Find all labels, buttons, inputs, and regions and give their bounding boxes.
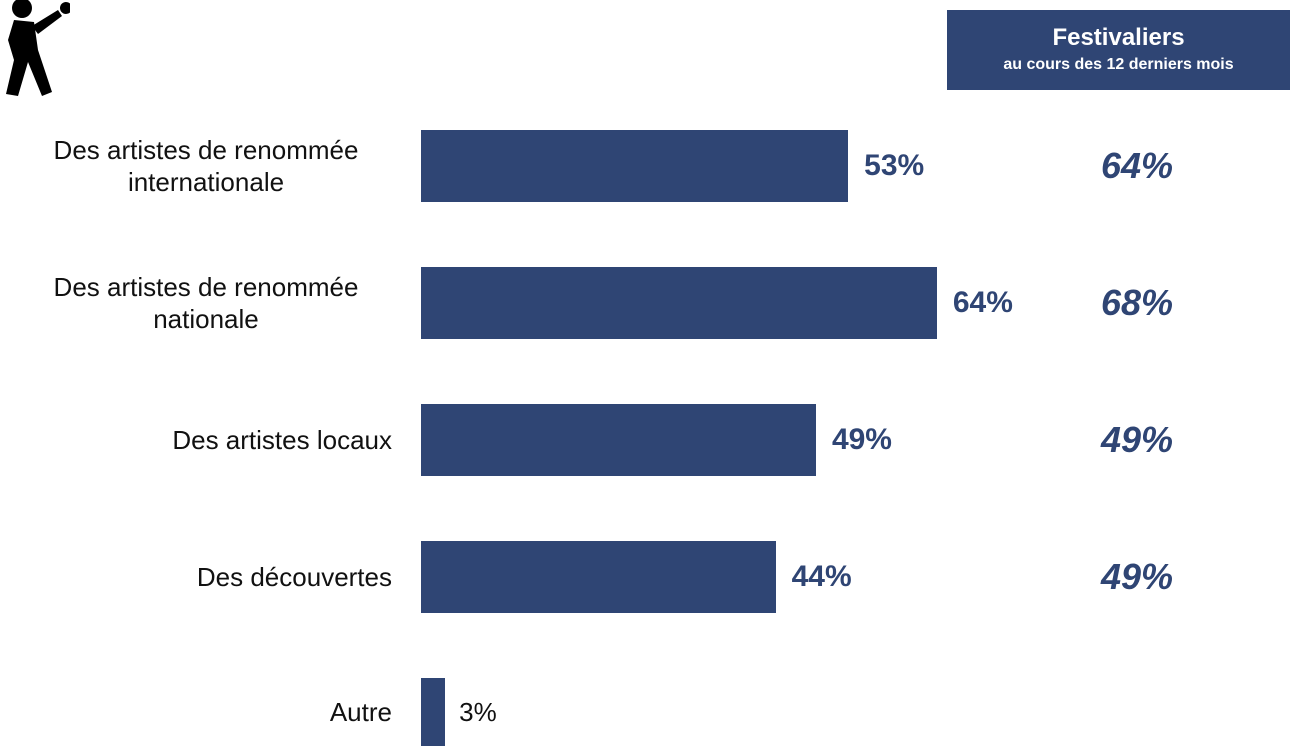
bar [421, 130, 849, 202]
bar [421, 267, 937, 339]
column-value: 68% [1100, 282, 1173, 323]
category-label: Des artistes de renommée internationale [12, 130, 392, 202]
bar [421, 404, 816, 476]
column-value: 49% [1100, 419, 1173, 460]
column-header: Festivaliers au cours des 12 derniers mo… [947, 10, 1290, 90]
category-label: Des artistes locaux [12, 404, 392, 476]
value-label: 44% [791, 560, 852, 593]
column-value: 64% [1100, 145, 1173, 186]
category-text: Des artistes de renommée nationale [53, 272, 359, 334]
category-text: Des découvertes [196, 562, 392, 592]
category-label: Des découvertes [12, 541, 392, 613]
column-value: 49% [1100, 556, 1173, 597]
value-label: 64% [952, 286, 1013, 319]
value-label: 53% [864, 149, 925, 182]
column-title: Festivaliers [1052, 24, 1185, 51]
bar [421, 678, 446, 746]
category-text: Des artistes locaux [172, 425, 392, 455]
category-label: Autre [12, 678, 392, 746]
category-text: Des artistes de renommée internationale [53, 135, 359, 197]
singer-icon [6, 0, 70, 96]
value-label: 3% [459, 697, 497, 727]
category-label: Des artistes de renommée nationale [12, 267, 392, 339]
column-subtitle: au cours des 12 derniers mois [1003, 56, 1234, 73]
bar [421, 541, 776, 613]
category-text: Autre [329, 697, 392, 727]
value-label: 49% [831, 423, 892, 456]
